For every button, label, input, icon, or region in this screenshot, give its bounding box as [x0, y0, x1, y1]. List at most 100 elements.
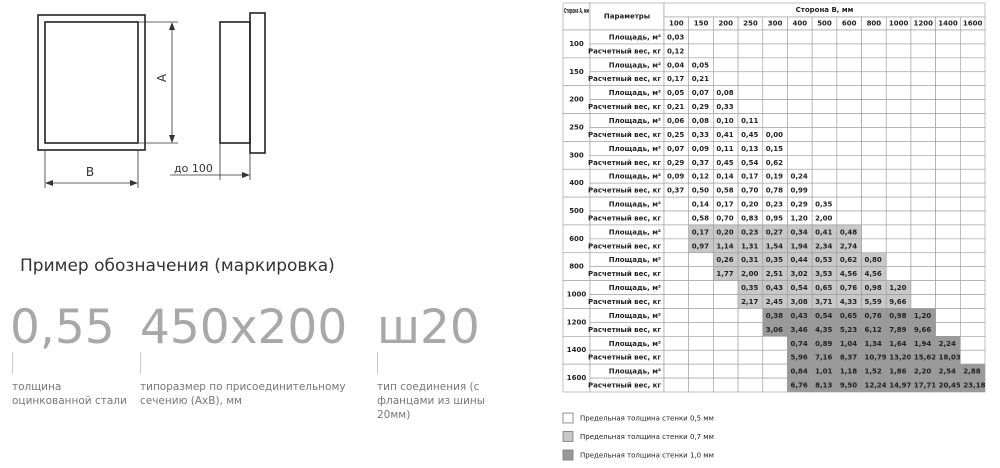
side-flange — [249, 12, 266, 154]
value: 0,98 — [889, 312, 906, 320]
value-cell — [960, 85, 986, 100]
value-cell — [910, 113, 936, 128]
row-label: 150 — [569, 68, 584, 76]
row-label: 250 — [569, 123, 584, 131]
value-cell — [713, 308, 739, 323]
value-cell — [762, 113, 788, 128]
value-cell — [935, 127, 961, 142]
value: 0,65 — [840, 312, 857, 320]
code: 450x200 — [140, 300, 348, 355]
value-cell — [663, 224, 689, 240]
value: 7,89 — [889, 326, 906, 334]
value-cell — [935, 322, 961, 337]
value: 0,45 — [716, 159, 733, 167]
value: 0,37 — [667, 187, 684, 195]
value: 0,50 — [692, 187, 709, 195]
value-cell — [811, 155, 838, 170]
value: 1,18 — [840, 368, 857, 376]
row-cell — [562, 308, 591, 337]
value: 0,58 — [716, 187, 733, 195]
value: 1,14 — [716, 242, 733, 250]
value-cell — [663, 377, 689, 393]
value-cell — [836, 29, 862, 45]
header-b: Сторона В, мм — [796, 6, 854, 14]
value-cell — [713, 43, 739, 59]
param-label: Расчетный вес, кг — [588, 298, 661, 306]
value: 0,98 — [865, 284, 882, 292]
value-cell — [787, 85, 813, 100]
value-cell — [737, 349, 764, 365]
value-cell — [910, 210, 936, 226]
column-label: 100 — [669, 20, 684, 28]
param-label: Площадь, м² — [609, 256, 661, 264]
value-cell — [811, 99, 838, 114]
value-cell — [910, 224, 936, 240]
value-cell — [663, 196, 689, 212]
value-cell — [688, 294, 714, 309]
value: 0,06 — [667, 117, 684, 125]
value-cell — [885, 141, 912, 156]
value: 4,56 — [840, 270, 857, 278]
value: 8,13 — [815, 382, 832, 390]
value: 0,37 — [692, 159, 709, 167]
value: 15,62 — [914, 354, 936, 362]
value-cell — [861, 57, 887, 73]
value: 0,05 — [692, 61, 709, 69]
row-cell — [562, 196, 591, 226]
header-cell — [562, 2, 591, 31]
value: 3,53 — [815, 270, 832, 278]
row-cell — [562, 224, 591, 254]
value: 9,66 — [889, 298, 906, 306]
value-cell — [960, 57, 986, 73]
value: 0,17 — [667, 75, 684, 83]
value-cell — [861, 127, 887, 142]
row-cell — [562, 141, 591, 170]
value: 0,34 — [790, 228, 807, 236]
value-cell — [960, 113, 986, 128]
param-label: Расчетный вес, кг — [588, 326, 661, 334]
value: 0,45 — [741, 131, 758, 139]
value-cell — [787, 71, 813, 86]
value-cell — [836, 85, 862, 100]
header-params: Параметры — [604, 13, 650, 21]
value: 23,18 — [963, 382, 985, 390]
value: 0,80 — [865, 256, 882, 264]
value: 9,66 — [914, 326, 931, 334]
value: 0,58 — [692, 214, 709, 222]
value-cell — [713, 57, 739, 73]
value-cell — [737, 71, 764, 86]
value-cell — [861, 155, 887, 170]
value: 0,19 — [766, 173, 783, 181]
value: 1,64 — [889, 340, 906, 348]
label-b: В — [86, 165, 94, 179]
value-cell — [663, 336, 689, 351]
value-cell — [935, 238, 961, 254]
value: 0,97 — [692, 242, 709, 250]
value-cell — [910, 71, 936, 86]
value: 0,54 — [790, 284, 807, 292]
value-cell — [787, 155, 813, 170]
value-cell — [910, 155, 936, 170]
value-cell — [935, 308, 961, 323]
row-cell — [562, 168, 591, 198]
value-cell — [960, 99, 986, 114]
value-cell — [960, 280, 986, 295]
param-label: Расчетный вес, кг — [588, 382, 661, 390]
param-label: Площадь, м² — [609, 284, 661, 292]
caption: типоразмер по присоединительному сечению… — [140, 381, 346, 407]
value-cell — [836, 43, 862, 59]
param-label: Площадь, м² — [609, 61, 661, 69]
value: 0,33 — [692, 131, 709, 139]
value: 0,38 — [766, 312, 783, 320]
column-label: 1600 — [963, 20, 983, 28]
legend-label: Предельная толщина стенки 0,5 мм — [580, 415, 714, 423]
value: 0,23 — [766, 201, 783, 209]
value-cell — [861, 113, 887, 128]
value-cell — [885, 182, 912, 198]
value-cell — [688, 349, 714, 365]
column-label: 250 — [743, 20, 758, 28]
value-cell — [663, 294, 689, 309]
value: 0,07 — [692, 89, 709, 97]
value: 0,44 — [790, 256, 807, 264]
value-cell — [960, 252, 986, 267]
